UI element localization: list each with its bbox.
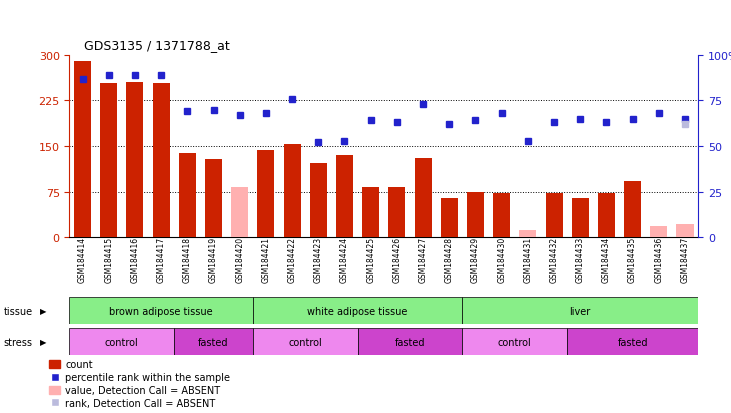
Text: GSM184434: GSM184434 [602, 236, 611, 282]
Text: control: control [288, 337, 322, 347]
Text: GSM184437: GSM184437 [681, 236, 689, 282]
Bar [69, 328, 174, 355]
Bar [414, 159, 431, 237]
Bar [493, 194, 510, 237]
Bar [100, 84, 117, 237]
Text: GSM184435: GSM184435 [628, 236, 637, 282]
Text: GSM184427: GSM184427 [419, 236, 428, 282]
Bar [388, 187, 406, 237]
Text: GSM184415: GSM184415 [105, 236, 113, 282]
Text: GSM184432: GSM184432 [550, 236, 558, 282]
Text: GSM184416: GSM184416 [130, 236, 140, 282]
Bar [174, 328, 253, 355]
Text: GSM184423: GSM184423 [314, 236, 323, 282]
Bar [179, 154, 196, 237]
Text: ▶: ▶ [40, 306, 47, 315]
Text: GSM184417: GSM184417 [156, 236, 166, 282]
Bar [441, 198, 458, 237]
Bar [676, 224, 694, 237]
Text: GSM184431: GSM184431 [523, 236, 532, 282]
Text: fasted: fasted [395, 337, 425, 347]
Text: GSM184425: GSM184425 [366, 236, 375, 282]
Bar [357, 328, 462, 355]
Bar [74, 62, 91, 237]
Text: liver: liver [569, 306, 591, 316]
Text: GDS3135 / 1371788_at: GDS3135 / 1371788_at [84, 39, 230, 52]
Text: GSM184430: GSM184430 [497, 236, 506, 282]
Text: control: control [105, 337, 139, 347]
Text: GSM184420: GSM184420 [235, 236, 244, 282]
Bar [651, 227, 667, 237]
Text: GSM184414: GSM184414 [78, 236, 87, 282]
Bar [519, 230, 537, 237]
Text: GSM184418: GSM184418 [183, 236, 192, 282]
Text: GSM184419: GSM184419 [209, 236, 218, 282]
Text: ▶: ▶ [40, 337, 47, 346]
Bar [567, 328, 698, 355]
Bar [545, 193, 563, 237]
Bar [462, 297, 698, 324]
Bar [572, 198, 588, 237]
Legend: count, percentile rank within the sample, value, Detection Call = ABSENT, rank, : count, percentile rank within the sample… [49, 360, 230, 408]
Bar [310, 164, 327, 237]
Text: fasted: fasted [618, 337, 648, 347]
Bar [467, 192, 484, 237]
Bar [284, 145, 300, 237]
Bar [624, 181, 641, 237]
Text: control: control [498, 337, 531, 347]
Bar [231, 188, 249, 237]
Bar [205, 160, 222, 237]
Text: GSM184433: GSM184433 [576, 236, 585, 282]
Bar [126, 83, 143, 237]
Bar [598, 194, 615, 237]
Bar [462, 328, 567, 355]
Text: GSM184429: GSM184429 [471, 236, 480, 282]
Text: GSM184421: GSM184421 [262, 236, 270, 282]
Bar [257, 151, 274, 237]
Text: GSM184422: GSM184422 [287, 236, 297, 282]
Text: brown adipose tissue: brown adipose tissue [110, 306, 213, 316]
Text: GSM184424: GSM184424 [340, 236, 349, 282]
Text: GSM184426: GSM184426 [393, 236, 401, 282]
Bar [336, 156, 353, 237]
Text: GSM184428: GSM184428 [444, 236, 454, 282]
Bar [153, 84, 170, 237]
Text: tissue: tissue [4, 306, 33, 316]
Text: fasted: fasted [198, 337, 229, 347]
Text: GSM184436: GSM184436 [654, 236, 663, 282]
Text: stress: stress [4, 337, 33, 347]
Text: white adipose tissue: white adipose tissue [308, 306, 408, 316]
Bar [362, 188, 379, 237]
Bar [69, 297, 253, 324]
Bar [253, 297, 462, 324]
Bar [253, 328, 357, 355]
